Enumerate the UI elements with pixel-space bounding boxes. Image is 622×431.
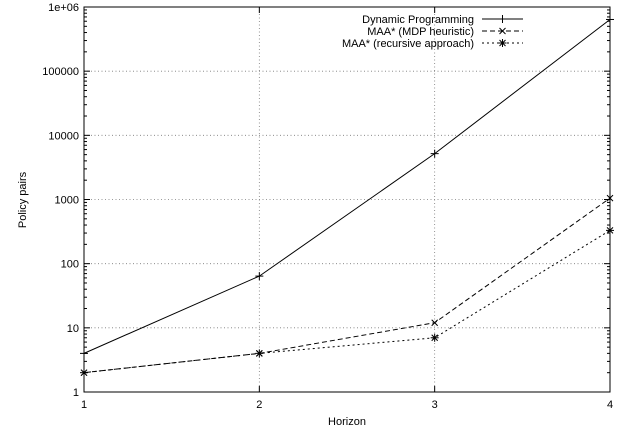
- data-point-dynamic-programming: [255, 272, 264, 281]
- series-layer: [80, 15, 614, 377]
- legend-marker-maa-mdp-heuristic: [499, 27, 506, 35]
- grid: [84, 7, 610, 392]
- series-line-maa-mdp-heuristic: [83, 197, 611, 374]
- x-axis-label: Horizon: [328, 416, 366, 428]
- x-tick-label: 4: [607, 399, 613, 411]
- series-line-maa-recursive-approach: [83, 229, 611, 374]
- y-axis-label: Policy pairs: [17, 171, 29, 228]
- y-tick-label: 100000: [42, 66, 79, 78]
- y-tick-label: 1: [73, 387, 79, 399]
- data-point-maa-mdp-heuristic: [431, 319, 439, 327]
- legend-marker-maa-recursive-approach: [498, 39, 507, 47]
- y-tick-label: 1000: [55, 195, 79, 207]
- x-tick-label: 3: [432, 399, 438, 411]
- y-tick-label: 100: [61, 259, 79, 271]
- ticks: 1 10 100 1000 10000 100000 1e+06 1 2 3 4: [42, 2, 613, 411]
- data-point-maa-recursive-approach: [255, 349, 264, 358]
- x-tick-label: 1: [81, 399, 87, 411]
- plot-frame: [83, 6, 611, 393]
- x-tick-label: 2: [256, 399, 262, 411]
- data-point-maa-recursive-approach: [430, 333, 439, 342]
- legend-label-maa-mdp-heuristic: MAA* (MDP heuristic): [367, 26, 474, 38]
- y-tick-label: 10000: [48, 130, 79, 142]
- legend-label-maa-recursive-approach: MAA* (recursive approach): [342, 38, 474, 50]
- y-tick-label: 10: [67, 323, 79, 335]
- legend-marker-dynamic-programming: [498, 15, 507, 23]
- legend-label-dynamic-programming: Dynamic Programming: [362, 14, 474, 26]
- data-point-dynamic-programming: [430, 149, 439, 158]
- y-tick-label: 1e+06: [48, 2, 79, 14]
- series-line-dynamic-programming: [83, 19, 611, 354]
